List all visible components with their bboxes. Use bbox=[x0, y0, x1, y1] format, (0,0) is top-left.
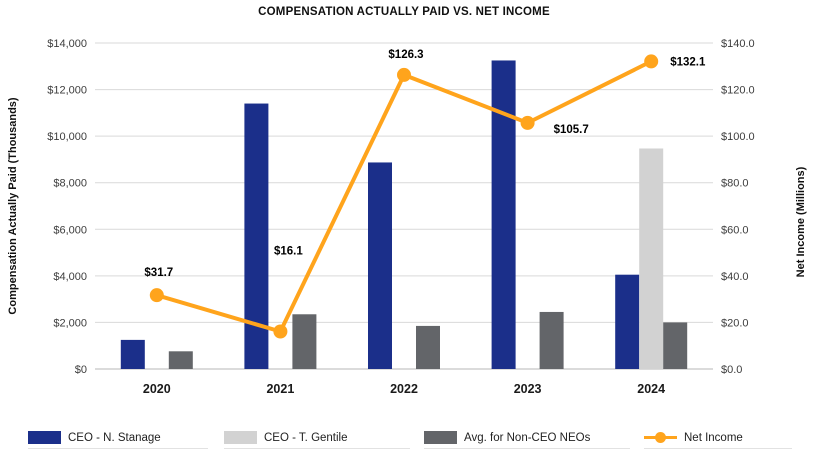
bar bbox=[244, 103, 269, 370]
category-label: 2020 bbox=[143, 382, 171, 396]
bar bbox=[168, 351, 193, 369]
legend-item-non-ceo-neos: Avg. for Non-CEO NEOs bbox=[424, 427, 630, 449]
legend-label: Net Income bbox=[684, 431, 743, 444]
legend-label: CEO - T. Gentile bbox=[264, 431, 348, 444]
left-axis-tick-label: $10,000 bbox=[47, 131, 87, 143]
left-axis-tick-label: $12,000 bbox=[47, 85, 87, 97]
right-axis-tick-label: $40.0 bbox=[721, 271, 749, 283]
net-income-point bbox=[644, 54, 659, 69]
legend-item-net-income: Net Income bbox=[644, 427, 792, 449]
legend-item-ceo-gentile: CEO - T. Gentile bbox=[224, 427, 410, 449]
bar bbox=[368, 162, 392, 369]
category-label: 2021 bbox=[266, 382, 294, 396]
left-axis-tick-label: $0 bbox=[75, 364, 87, 376]
legend-swatch-ceo-gentile bbox=[224, 431, 257, 444]
net-income-point bbox=[149, 288, 164, 303]
left-axis-tick-label: $2,000 bbox=[53, 317, 87, 329]
left-axis-tick-label: $4,000 bbox=[53, 271, 87, 283]
left-axis-tick-label: $6,000 bbox=[53, 224, 87, 236]
right-axis-tick-label: $80.0 bbox=[721, 178, 749, 190]
net-income-data-label: $132.1 bbox=[670, 56, 706, 68]
category-label: 2023 bbox=[514, 382, 542, 396]
right-axis-tick-label: $120.0 bbox=[721, 85, 755, 97]
left-axis-tick-label: $8,000 bbox=[53, 178, 87, 190]
left-axis-tick-label: $14,000 bbox=[47, 38, 87, 50]
bar bbox=[663, 322, 688, 369]
legend-line-marker-icon bbox=[644, 431, 677, 444]
category-label: 2024 bbox=[637, 382, 665, 396]
legend-swatch-ceo-stanage bbox=[28, 431, 61, 444]
legend-label: Avg. for Non-CEO NEOs bbox=[464, 431, 591, 444]
bar bbox=[615, 274, 640, 369]
net-income-point bbox=[273, 324, 288, 339]
right-axis-tick-label: $100.0 bbox=[721, 131, 755, 143]
plot-area: $0 $0.0 $2,000 $20.0 $4,000 $40.0 $6,000 $60.0 $… bbox=[47, 38, 755, 396]
legend-swatch-non-ceo-neos bbox=[424, 431, 457, 444]
bar bbox=[416, 325, 440, 369]
net-income-data-label: $105.7 bbox=[554, 124, 589, 136]
bar bbox=[539, 311, 564, 369]
category-label: 2022 bbox=[390, 382, 418, 396]
bar bbox=[292, 314, 317, 369]
bar bbox=[639, 148, 664, 369]
net-income-data-label: $16.1 bbox=[274, 246, 303, 258]
right-axis-tick-label: $20.0 bbox=[721, 317, 749, 329]
bar bbox=[491, 60, 516, 369]
bar bbox=[120, 339, 145, 369]
right-axis-tick-label: $60.0 bbox=[721, 224, 749, 236]
net-income-data-label: $31.7 bbox=[144, 267, 173, 279]
legend-label: CEO - N. Stanage bbox=[68, 431, 161, 444]
net-income-data-label: $126.3 bbox=[388, 49, 423, 61]
right-axis-tick-label: $140.0 bbox=[721, 38, 755, 50]
legend-item-ceo-stanage: CEO - N. Stanage bbox=[28, 427, 208, 449]
net-income-point bbox=[520, 115, 535, 130]
net-income-point bbox=[397, 67, 411, 82]
right-axis-tick-label: $0.0 bbox=[721, 364, 742, 376]
net-income-line bbox=[156, 59, 653, 334]
chart-title: COMPENSATION ACTUALLY PAID VS. NET INCOM… bbox=[258, 6, 550, 18]
